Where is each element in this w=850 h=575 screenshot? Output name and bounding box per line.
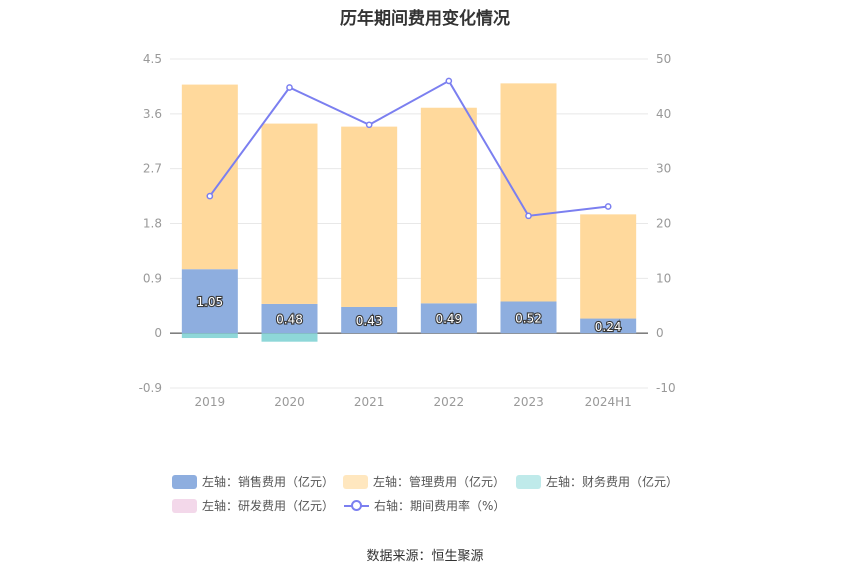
rate-point (365, 121, 373, 129)
bar-finance (181, 333, 238, 339)
y-right-tick-label: 10 (656, 271, 671, 285)
legend-item[interactable]: 左轴：研发费用（亿元） (172, 497, 334, 514)
x-tick-label: 2020 (274, 395, 305, 409)
x-tick-label: 2019 (195, 395, 226, 409)
bar-sales (181, 269, 238, 334)
bar-sales-data-label: 0.52 (515, 311, 542, 325)
y-left-tick-label: 2.7 (143, 162, 162, 176)
bar-finance (261, 333, 318, 342)
bar-admin (420, 107, 477, 304)
legend-item[interactable]: 左轴：销售费用（亿元） (172, 473, 334, 490)
bar-sales (341, 306, 398, 334)
bar-sales-data-label: 0.48 (276, 313, 303, 327)
legend-item[interactable]: 右轴：期间费用率（%） (344, 497, 505, 514)
y-left-tick-label: 1.8 (143, 217, 162, 231)
rate-point (525, 212, 532, 220)
chart-plot: 4.5 3.6 2.7 1.8 0.9 0 -0.9 50 40 30 20 10 0 -10 2019 20… (139, 52, 676, 409)
rate-point (604, 203, 612, 210)
bar-sales (420, 303, 477, 334)
bar-admin (181, 84, 238, 270)
bar-sales (580, 318, 637, 334)
legend-swatch (343, 474, 368, 489)
y-left-tick-label: 0 (154, 326, 162, 340)
y-left-tick-label: 4.5 (143, 52, 162, 66)
legend-swatch (172, 498, 197, 513)
bar-sales-data-label: 1.05 (196, 295, 223, 309)
bar-sales-data-label: 0.49 (435, 312, 462, 326)
legend-item[interactable]: 左轴：财务费用（亿元） (516, 473, 678, 490)
bar-admin (341, 126, 398, 307)
bar-admin (500, 83, 557, 302)
y-left-tick-label: 3.6 (143, 107, 162, 121)
legend-swatch (516, 474, 541, 489)
y-right-tick-label: 20 (656, 217, 671, 231)
x-tick-label: 2023 (513, 395, 544, 409)
bar-admin (261, 123, 318, 304)
x-tick-label: 2022 (434, 395, 465, 409)
legend-label: 左轴：管理费用（亿元） (373, 475, 506, 489)
bar-sales (500, 301, 557, 334)
bar-admin (580, 214, 637, 319)
x-tick-label: 2021 (354, 395, 385, 409)
y-right-tick-label: 30 (656, 162, 671, 176)
data-source: 数据来源：恒生聚源 (366, 549, 484, 564)
y-right-tick-label: 40 (656, 107, 671, 121)
legend-item[interactable]: 左轴：管理费用（亿元） (343, 473, 505, 490)
bar-sales-data-label: 0.24 (595, 320, 622, 334)
y-left-tick-label: -0.9 (139, 381, 162, 395)
legend-swatch (172, 474, 197, 489)
chart-title: 历年期间费用变化情况 (340, 9, 510, 29)
rate-point (206, 192, 214, 200)
rate-point (286, 84, 293, 91)
y-right-tick-label: -10 (656, 381, 676, 395)
legend-label: 左轴：销售费用（亿元） (202, 475, 335, 489)
legend-label: 左轴：研发费用（亿元） (202, 499, 335, 513)
bar-sales-data-label: 0.43 (356, 314, 383, 328)
rate-point (445, 77, 453, 85)
legend-label: 右轴：期间费用率（%） (374, 499, 506, 513)
legend-line-marker-icon (344, 499, 369, 513)
x-tick-label: 2024H1 (585, 395, 632, 409)
y-right-tick-label: 50 (656, 52, 671, 66)
y-left-tick-label: 0.9 (143, 271, 162, 285)
bar-sales (261, 303, 318, 334)
rate-line (209, 79, 609, 217)
y-right-tick-label: 0 (656, 326, 664, 340)
legend-label: 左轴：财务费用（亿元） (546, 475, 679, 489)
